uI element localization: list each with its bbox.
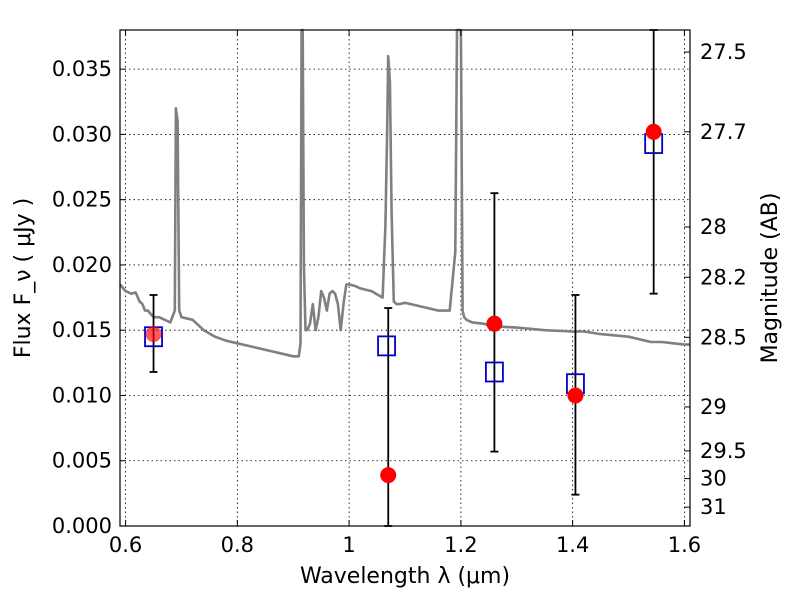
- y2-tick-label: 27.5: [700, 40, 747, 64]
- y2-tick-label: 29.5: [700, 439, 747, 463]
- x-tick-label: 1.6: [668, 533, 701, 557]
- observed-point: [567, 387, 584, 404]
- grid: [120, 30, 690, 527]
- observed-point: [145, 326, 162, 343]
- x-tick-label: 0.8: [221, 533, 254, 557]
- y-axis-label: Flux F_ν ( μJy ): [11, 198, 36, 358]
- y-tick-label: 0.030: [52, 122, 112, 146]
- y2-axis-label: Magnitude (AB): [758, 193, 783, 364]
- y2-tick-label: 28: [700, 215, 727, 239]
- x-tick-label: 0.6: [109, 533, 142, 557]
- y2-tick-label: 28.5: [700, 325, 747, 349]
- y-tick-label: 0.015: [52, 318, 112, 342]
- observed-point: [380, 467, 397, 484]
- y2-tick-label: 30: [700, 467, 727, 491]
- y2-tick-label: 29: [700, 395, 727, 419]
- model-photometry-square: [485, 361, 504, 383]
- y-axis: 0.000 0.005 0.010 0.015 0.020 0.025 0.030 0.035: [52, 57, 126, 538]
- model-spectrum-line: [119, 28, 690, 358]
- y-tick-label: 0.005: [52, 449, 112, 473]
- y-tick-label: 0.035: [52, 57, 112, 81]
- y2-tick-label: 31: [700, 495, 727, 519]
- y-tick-label: 0.020: [52, 253, 112, 277]
- plot-area: [119, 28, 690, 527]
- model-photometry-square: [377, 335, 396, 357]
- y-tick-label: 0.025: [52, 188, 112, 212]
- y2-tick-label: 28.2: [700, 265, 747, 289]
- y-tick-label: 0.010: [52, 383, 112, 407]
- x-axis: 0.6 0.8 1 1.2 1.4 1.6: [109, 30, 701, 557]
- y2-tick-label: 27.7: [700, 120, 747, 144]
- x-tick-label: 1: [342, 533, 355, 557]
- y-tick-label: 0.000: [52, 514, 112, 538]
- observed-point: [486, 315, 503, 332]
- observed-point: [645, 123, 662, 140]
- x-tick-label: 1.4: [556, 533, 589, 557]
- x-axis-label: Wavelength λ (μm): [300, 564, 510, 589]
- y2-axis: 27.5 27.7 28 28.2 28.5 29 29.5 30 31: [684, 40, 747, 519]
- x-tick-label: 1.2: [444, 533, 477, 557]
- plot-frame: [119, 29, 691, 527]
